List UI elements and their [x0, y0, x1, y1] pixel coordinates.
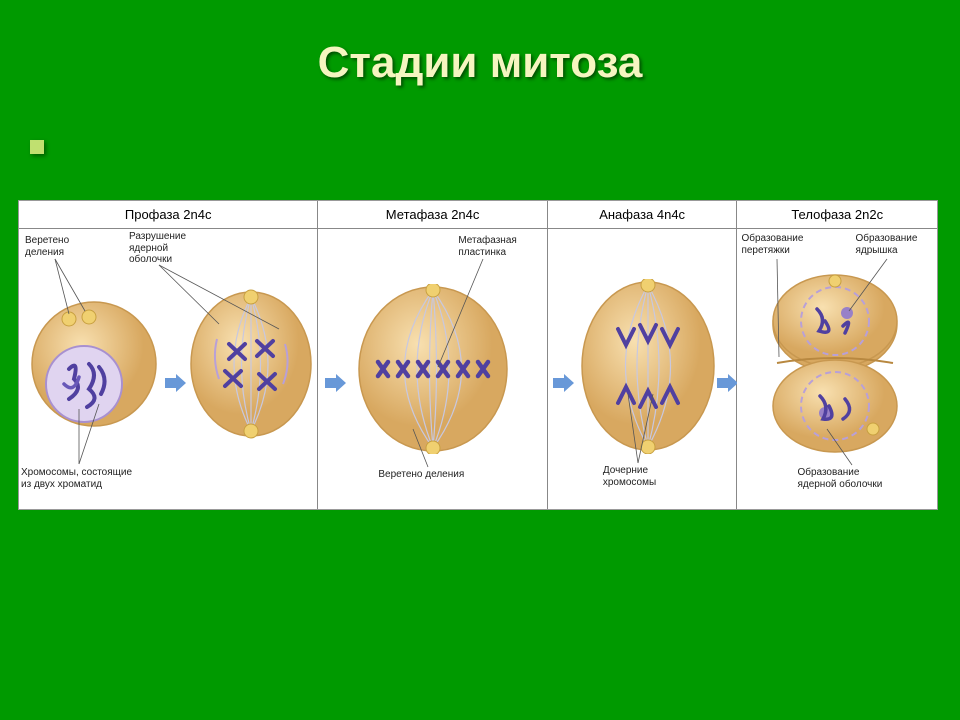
- ann-spindle2: Веретено деления: [378, 469, 498, 481]
- ann-chromatids: Хромосомы, состоящиеиз двух хроматид: [21, 467, 161, 490]
- phase-metaphase: Метафаза 2n4c Метафазнаяпластинка Верете…: [318, 201, 548, 509]
- phase-header-metaphase: Метафаза 2n4c: [318, 201, 547, 229]
- ann-plate: Метафазнаяпластинка: [458, 235, 538, 258]
- ann-spindle: Веретеноделения: [25, 235, 85, 258]
- ann-envelope: Разрушениеядернойоболочки: [129, 231, 209, 266]
- arrow-to-telophase: [716, 374, 738, 392]
- prophase-cell-early: [29, 299, 159, 429]
- phase-telophase: Телофаза 2n2c Образованиеперетяжки Образ…: [737, 201, 937, 509]
- phase-anaphase: Анафаза 4n4c Дочерниехромосомы: [548, 201, 738, 509]
- phase-header-prophase: Профаза 2n4c: [19, 201, 317, 229]
- mitosis-diagram: Профаза 2n4c Веретеноделения Разрушениея…: [18, 200, 938, 510]
- arrow-to-metaphase: [324, 374, 346, 392]
- phase-header-telophase: Телофаза 2n2c: [737, 201, 937, 229]
- metaphase-cell: [356, 284, 511, 454]
- slide-title: Стадии митоза: [0, 0, 960, 88]
- phase-body-metaphase: Метафазнаяпластинка Веретено деления: [318, 229, 547, 509]
- phase-body-telophase: Образованиеперетяжки Образованиеядрышка …: [737, 229, 937, 509]
- phase-body-anaphase: Дочерниехромосомы: [548, 229, 737, 509]
- phase-prophase: Профаза 2n4c Веретеноделения Разрушениея…: [19, 201, 318, 509]
- prophase-cell-late: [187, 289, 315, 439]
- bullet-icon: [30, 140, 44, 154]
- phase-body-prophase: Веретеноделения Разрушениеядернойоболочк…: [19, 229, 317, 509]
- ann-furrow: Образованиеперетяжки: [741, 233, 821, 256]
- arrow-prophase-internal: [164, 374, 186, 392]
- ann-envelope2: Образованиеядерной оболочки: [797, 467, 917, 490]
- anaphase-cell: [578, 279, 718, 454]
- arrow-to-anaphase: [552, 374, 574, 392]
- ann-nucleolus: Образованиеядрышка: [855, 233, 935, 256]
- phase-header-anaphase: Анафаза 4n4c: [548, 201, 737, 229]
- ann-daughter: Дочерниехромосомы: [603, 465, 683, 488]
- telophase-cell: [765, 271, 905, 456]
